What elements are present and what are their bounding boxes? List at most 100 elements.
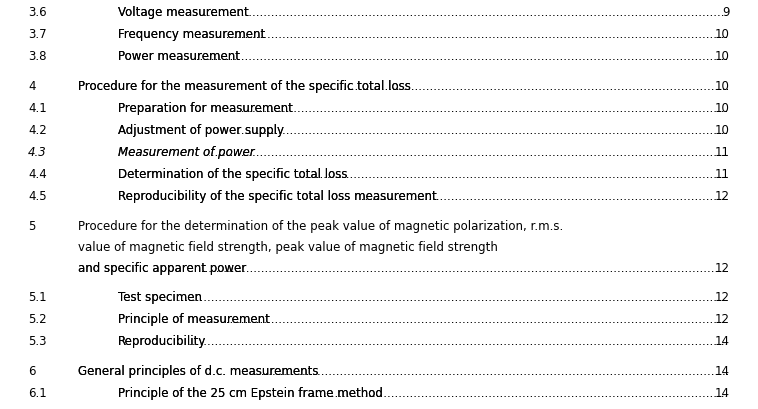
Text: ................................................................................: ........................................… xyxy=(78,80,758,93)
FancyBboxPatch shape xyxy=(117,289,178,310)
Text: 5.3: 5.3 xyxy=(28,334,46,347)
Text: 12: 12 xyxy=(715,189,730,202)
Text: Reproducibility of the specific total loss measurement: Reproducibility of the specific total lo… xyxy=(118,189,437,202)
Text: Test specimen: Test specimen xyxy=(118,408,202,409)
FancyBboxPatch shape xyxy=(728,407,758,409)
Text: ................................................................................: ........................................… xyxy=(118,28,758,41)
Text: 6.2: 6.2 xyxy=(28,408,47,409)
FancyBboxPatch shape xyxy=(728,101,758,121)
FancyBboxPatch shape xyxy=(117,385,311,406)
Text: 9: 9 xyxy=(722,6,730,19)
Text: Adjustment of power supply: Adjustment of power supply xyxy=(118,124,284,137)
Text: Frequency measurement: Frequency measurement xyxy=(118,28,265,41)
Text: 11: 11 xyxy=(715,168,730,180)
FancyBboxPatch shape xyxy=(728,189,758,209)
FancyBboxPatch shape xyxy=(728,145,758,166)
FancyBboxPatch shape xyxy=(117,333,187,354)
Text: 4.1: 4.1 xyxy=(28,102,47,115)
Text: ................................................................................: ........................................… xyxy=(78,364,758,377)
FancyBboxPatch shape xyxy=(117,0,174,5)
Text: Preparation for measurement: Preparation for measurement xyxy=(118,102,293,115)
Text: ................................................................................: ........................................… xyxy=(118,408,758,409)
Text: 4.3: 4.3 xyxy=(28,146,47,159)
Text: 3.6: 3.6 xyxy=(28,6,47,19)
FancyBboxPatch shape xyxy=(117,311,227,332)
FancyBboxPatch shape xyxy=(117,101,240,121)
Text: ................................................................................: ........................................… xyxy=(118,290,758,303)
Text: Voltage measurement: Voltage measurement xyxy=(118,6,249,19)
Text: 10: 10 xyxy=(715,50,730,63)
Text: Principle of the 25 cm Epstein frame method: Principle of the 25 cm Epstein frame met… xyxy=(118,386,383,399)
Text: ................................................................................: ........................................… xyxy=(118,6,758,19)
Text: ................................................................................: ........................................… xyxy=(118,312,758,325)
Text: ................................................................................: ........................................… xyxy=(118,102,758,115)
FancyBboxPatch shape xyxy=(77,260,200,281)
Text: 14: 14 xyxy=(715,334,730,347)
Text: General principles of d.c. measurements: General principles of d.c. measurements xyxy=(78,364,318,377)
Text: Test specimen: Test specimen xyxy=(118,290,202,303)
Text: 4.4: 4.4 xyxy=(28,168,47,180)
FancyBboxPatch shape xyxy=(77,363,253,384)
Text: Reproducibility: Reproducibility xyxy=(118,334,206,347)
Text: 12: 12 xyxy=(715,290,730,303)
FancyBboxPatch shape xyxy=(728,289,758,310)
Text: Preparation for measurement: Preparation for measurement xyxy=(118,102,293,115)
Bar xyxy=(0,0,758,5)
FancyBboxPatch shape xyxy=(117,166,298,187)
FancyBboxPatch shape xyxy=(117,189,360,209)
Text: 11: 11 xyxy=(715,146,730,159)
Text: 3.8: 3.8 xyxy=(28,50,46,63)
Text: and specific apparent power: and specific apparent power xyxy=(78,261,246,274)
Text: ................................................................................: ........................................… xyxy=(118,124,758,137)
Text: Determination of the specific total loss: Determination of the specific total loss xyxy=(118,168,347,180)
Text: Principle of measurement: Principle of measurement xyxy=(118,312,270,325)
Text: 14: 14 xyxy=(715,364,730,377)
Text: 6.1: 6.1 xyxy=(28,386,47,399)
Text: Measurement of power: Measurement of power xyxy=(118,146,255,159)
Text: Principle of measurement: Principle of measurement xyxy=(118,312,270,325)
Text: ................................................................................: ........................................… xyxy=(118,168,758,180)
Text: General principles of d.c. measurements: General principles of d.c. measurements xyxy=(78,364,318,377)
Text: ................................................................................: ........................................… xyxy=(118,189,758,202)
Text: Test specimen: Test specimen xyxy=(118,408,202,409)
Text: 12: 12 xyxy=(715,261,730,274)
Text: 4.5: 4.5 xyxy=(28,189,47,202)
FancyBboxPatch shape xyxy=(728,363,758,384)
Text: Power measurement: Power measurement xyxy=(118,50,240,63)
Text: Reproducibility of the specific total loss measurement: Reproducibility of the specific total lo… xyxy=(118,189,437,202)
Text: 10: 10 xyxy=(715,102,730,115)
Text: 5.2: 5.2 xyxy=(28,312,47,325)
FancyBboxPatch shape xyxy=(728,79,758,100)
FancyBboxPatch shape xyxy=(728,260,758,281)
Text: 4.2: 4.2 xyxy=(28,124,47,137)
Text: Power measurement: Power measurement xyxy=(118,50,240,63)
FancyBboxPatch shape xyxy=(728,385,758,406)
Text: and specific apparent power: and specific apparent power xyxy=(78,261,246,274)
Text: ................................................................................: ........................................… xyxy=(118,334,758,347)
Text: 14: 14 xyxy=(715,408,730,409)
Text: ................................................................................: ........................................… xyxy=(118,50,758,63)
Text: Frequency measurement: Frequency measurement xyxy=(118,28,265,41)
Text: ................................................................................: ........................................… xyxy=(78,261,758,274)
Text: 10: 10 xyxy=(715,28,730,41)
Text: Test specimen: Test specimen xyxy=(118,290,202,303)
FancyBboxPatch shape xyxy=(117,407,178,409)
FancyBboxPatch shape xyxy=(117,49,196,70)
FancyBboxPatch shape xyxy=(728,333,758,354)
FancyBboxPatch shape xyxy=(117,123,236,144)
Text: ................................................................................: ........................................… xyxy=(118,386,758,399)
Text: Procedure for the determination of the peak value of magnetic polarization, r.m.: Procedure for the determination of the p… xyxy=(78,220,563,232)
Text: 10: 10 xyxy=(715,124,730,137)
Text: Measurement of power: Measurement of power xyxy=(118,146,255,159)
Text: Principle of the 25 cm Epstein frame method: Principle of the 25 cm Epstein frame met… xyxy=(118,386,383,399)
Text: 6: 6 xyxy=(28,364,36,377)
FancyBboxPatch shape xyxy=(728,27,758,48)
FancyBboxPatch shape xyxy=(77,79,328,100)
Text: 4: 4 xyxy=(28,80,36,93)
FancyBboxPatch shape xyxy=(117,145,209,166)
Text: Procedure for the measurement of the specific total loss: Procedure for the measurement of the spe… xyxy=(78,80,411,93)
Text: Adjustment of power supply: Adjustment of power supply xyxy=(118,124,284,137)
FancyBboxPatch shape xyxy=(117,5,205,26)
Text: Voltage measurement: Voltage measurement xyxy=(118,6,249,19)
FancyBboxPatch shape xyxy=(728,5,758,26)
